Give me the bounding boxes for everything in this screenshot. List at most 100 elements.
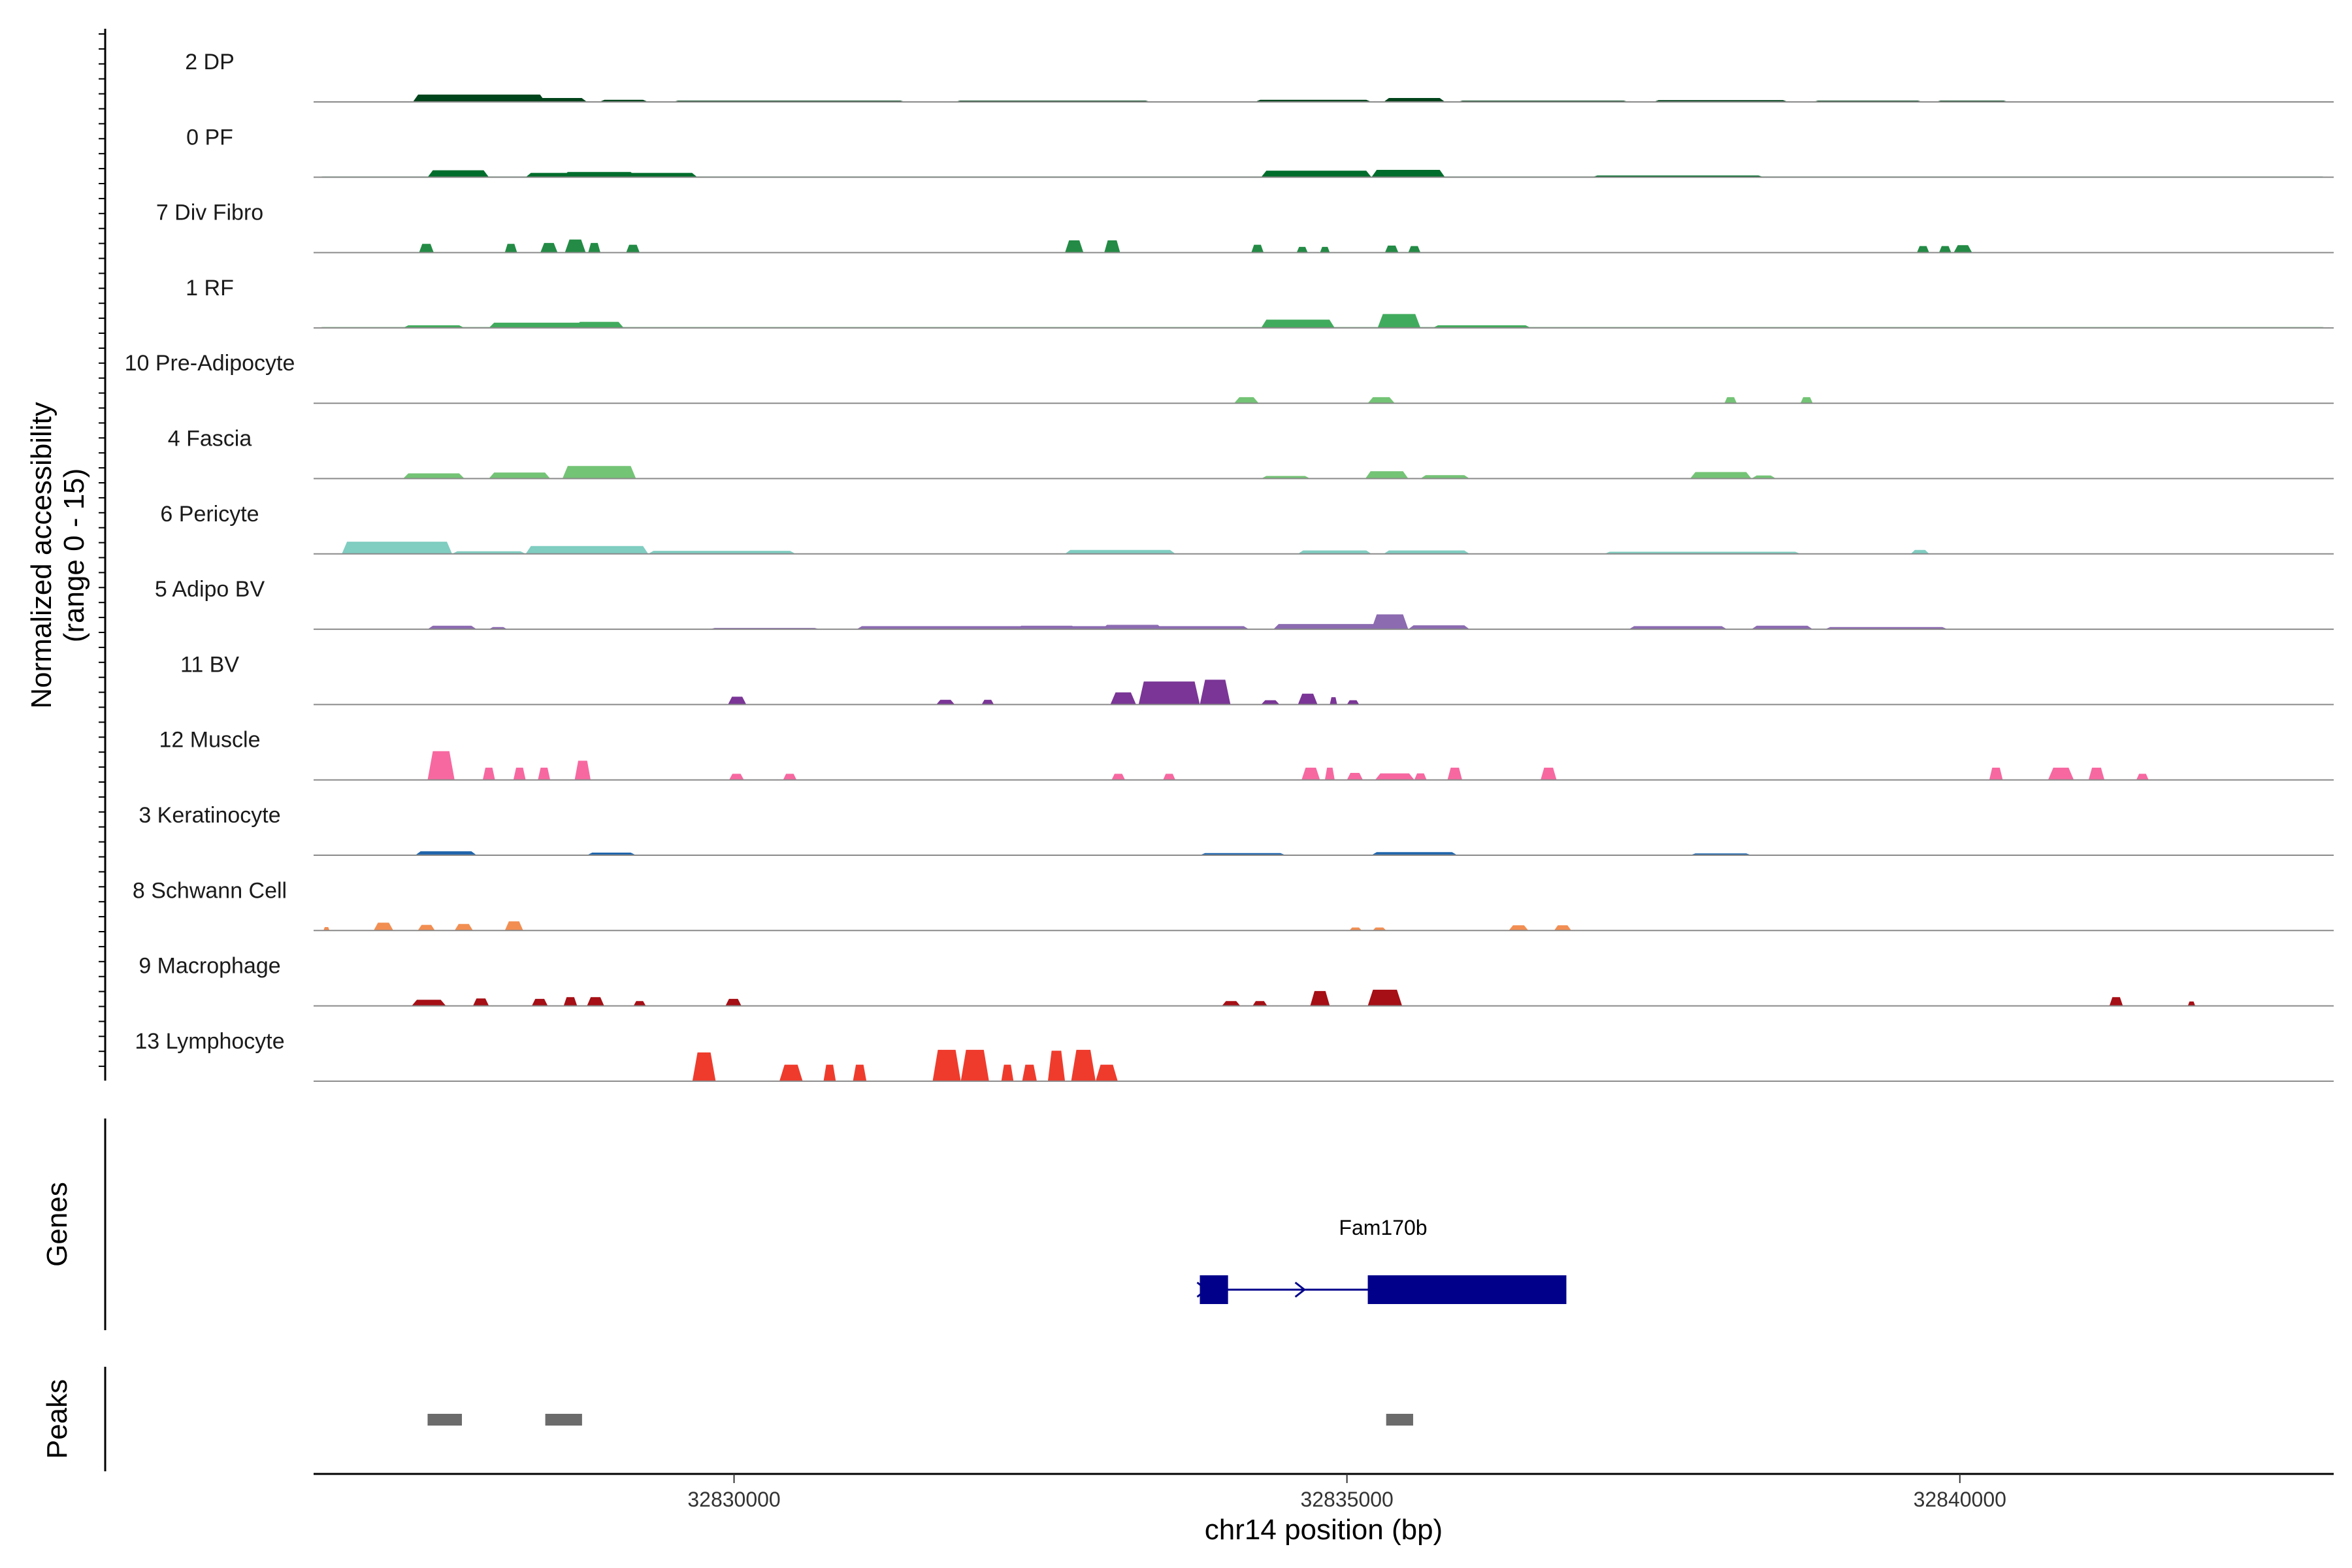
track-peak (1420, 475, 1470, 479)
track-peak (1222, 1001, 1241, 1006)
track-peak (932, 1049, 961, 1081)
track-peak (1447, 768, 1462, 780)
track-peak (648, 551, 796, 554)
track-peak (1347, 700, 1360, 705)
track-peak (373, 923, 393, 931)
track-peak (1375, 773, 1414, 780)
track-peak (1554, 925, 1571, 931)
gene-models: Fam170b (1196, 1216, 1567, 1304)
track-peak (1371, 170, 1445, 178)
track-peak (1111, 774, 1126, 780)
track-peak (1001, 1064, 1014, 1081)
track-peak (1371, 614, 1409, 630)
track-label: 7 Div Fibro (156, 201, 263, 225)
track-peak (563, 997, 578, 1006)
track-11: 3 Keratinocyte (139, 803, 2334, 856)
track-peak (564, 239, 586, 253)
track-peak (472, 998, 489, 1006)
track-peak (574, 321, 624, 328)
peak-region (545, 1414, 582, 1426)
track-5: 10 Pre-Adipocyte (125, 351, 2334, 404)
gene-exon (1367, 1275, 1567, 1304)
track-peak (1541, 768, 1557, 780)
track-peak (342, 542, 452, 554)
x-axis: 32830000 32835000 32840000 chr14 position … (314, 1473, 2334, 1546)
coverage-y-title: Normalized accessibility (25, 402, 57, 708)
track-peak (532, 998, 548, 1006)
genes-panel-title: Genes (41, 1182, 73, 1267)
track-peak (1298, 550, 1372, 554)
track-peak (728, 696, 747, 705)
track-peak (2088, 768, 2105, 780)
peaks-panel: Peaks (41, 1367, 1413, 1471)
strand-arrow (1196, 1281, 1208, 1298)
track-peak (1989, 768, 2003, 780)
track-peak (427, 170, 489, 178)
track-peak (1298, 693, 1318, 705)
track-peak (1047, 1051, 1066, 1081)
track-peak (1261, 319, 1335, 328)
track-peak (1367, 397, 1395, 404)
track-label: 13 Lymphocyte (135, 1029, 284, 1054)
track-peak (823, 1064, 836, 1081)
track-peak (587, 997, 604, 1006)
track-peak (1324, 768, 1335, 780)
x-ticks: 32830000 32835000 32840000 (687, 1474, 2006, 1511)
track-peak (1320, 246, 1330, 253)
track-peak (1163, 774, 1175, 780)
track-label: 12 Muscle (159, 728, 261, 753)
coverage-y-axis: Normalized accessibility (range 0 - 15) (25, 29, 106, 1081)
x-tick-label: 32840000 (1914, 1488, 2006, 1511)
track-peak (692, 1052, 716, 1081)
track-peak (1347, 773, 1363, 780)
track-peak (1373, 927, 1386, 931)
track-label: 5 Adipo BV (155, 577, 265, 602)
track-peak (1273, 624, 1396, 630)
track-7: 6 Pericyte (160, 502, 2334, 555)
track-peak (1200, 679, 1231, 705)
track-peak (1251, 244, 1264, 253)
x-tick-label: 32835000 (1300, 1488, 1393, 1511)
track-label: 4 Fascia (168, 427, 252, 451)
track-peak (725, 998, 742, 1006)
gene-Fam170b: Fam170b (1196, 1216, 1567, 1304)
track-peak (427, 751, 455, 780)
track-peak (1102, 625, 1164, 630)
track-13: 9 Macrophage (139, 954, 2334, 1007)
track-peak (419, 244, 434, 253)
track-peak (960, 1049, 989, 1081)
peak-regions (427, 1414, 1413, 1426)
track-peak (504, 244, 517, 253)
track-peak (1938, 246, 1952, 253)
track-peak (525, 546, 649, 554)
track-peak (1377, 314, 1421, 328)
track-peak (1016, 625, 1077, 630)
track-2: 0 PF (186, 125, 2334, 178)
track-peak (415, 851, 477, 855)
track-peak (452, 98, 587, 102)
track-peak (1330, 697, 1337, 705)
track-peak (1383, 550, 1470, 554)
track-peak (633, 1001, 646, 1006)
track-peak (1252, 1001, 1267, 1006)
track-peak (1371, 852, 1458, 855)
peak-region (427, 1414, 463, 1426)
track-10: 12 Muscle (159, 728, 2334, 781)
track-peak (1096, 1064, 1118, 1081)
track-label: 11 BV (180, 652, 239, 677)
track-peak (1384, 245, 1399, 253)
track-peak (2048, 768, 2074, 780)
track-peak (562, 466, 636, 479)
track-peak (1234, 397, 1259, 404)
track-peak (454, 924, 473, 931)
track-peak (1022, 1064, 1037, 1081)
track-peak (729, 774, 744, 780)
track-peak (1953, 245, 1972, 253)
track-peak (1071, 1049, 1096, 1081)
peaks-panel-title: Peaks (41, 1379, 73, 1459)
x-axis-title: chr14 position (bp) (1205, 1514, 1443, 1546)
track-peak (588, 242, 600, 253)
track-peak (412, 1000, 446, 1006)
genes-panel: Genes Fam170b (41, 1119, 1567, 1330)
